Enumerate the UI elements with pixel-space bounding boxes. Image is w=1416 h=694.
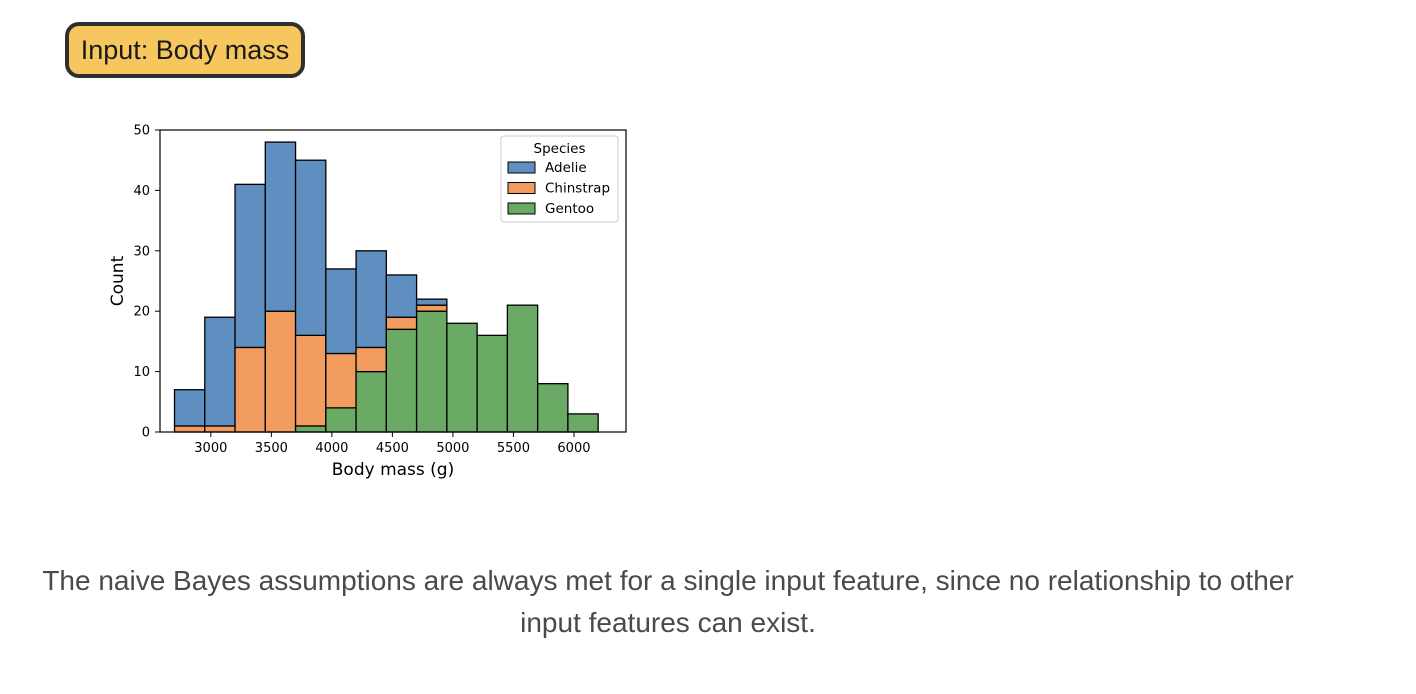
bar-gentoo-4450 xyxy=(385,328,418,433)
x-tick-label: 3500 xyxy=(255,441,288,456)
bar-adelie-4200 xyxy=(355,250,387,349)
bar-adelie-2950 xyxy=(204,316,236,427)
y-tick-label: 50 xyxy=(133,124,150,139)
caption-text: The naive Bayes assumptions are always m… xyxy=(42,565,1294,638)
bar-gentoo-5700 xyxy=(536,383,569,433)
bar-gentoo-4950 xyxy=(446,322,478,433)
bar-chinstrap-3700 xyxy=(294,334,327,427)
legend-swatch-gentoo xyxy=(507,202,536,215)
x-tick-label: 4000 xyxy=(315,441,348,456)
bar-adelie-3700 xyxy=(294,159,327,337)
input-badge-label: Input: Body mass xyxy=(80,34,290,65)
x-tick-label: 6000 xyxy=(557,441,590,456)
x-tick-label: 4500 xyxy=(376,441,409,456)
bar-chinstrap-3200 xyxy=(234,346,266,433)
y-axis-ticks: 0 10 20 30 40 50 xyxy=(133,124,160,441)
legend-swatch-chinstrap xyxy=(507,182,536,194)
bar-gentoo-5450 xyxy=(506,304,539,433)
y-tick-label: 20 xyxy=(133,305,150,320)
bar-chinstrap-3450 xyxy=(264,310,297,433)
y-axis-label: Count xyxy=(108,255,128,306)
x-tick-label: 5000 xyxy=(436,441,469,456)
y-tick-label: 30 xyxy=(133,244,150,259)
legend-label-chinstrap: Chinstrap xyxy=(545,181,610,197)
legend: Species Adelie Chinstrap Gentoo xyxy=(500,135,619,223)
legend-label-adelie: Adelie xyxy=(545,160,587,176)
bar-gentoo-4200 xyxy=(355,370,387,433)
y-tick-label: 10 xyxy=(133,365,150,380)
y-tick-label: 0 xyxy=(142,426,150,441)
bar-adelie-3450 xyxy=(264,141,297,312)
bar-adelie-4450 xyxy=(385,274,418,318)
bars-group xyxy=(173,141,599,433)
plot-frame xyxy=(159,129,627,433)
bar-adelie-2700 xyxy=(173,389,206,427)
x-tick-label: 3000 xyxy=(194,441,227,456)
legend-box xyxy=(500,135,619,223)
bar-adelie-4700 xyxy=(415,298,448,306)
bar-adelie-3200 xyxy=(234,183,266,349)
bar-gentoo-3700 xyxy=(294,425,327,433)
bar-chinstrap-4700 xyxy=(415,304,448,312)
y-tick-label: 40 xyxy=(133,184,150,199)
bar-gentoo-4700 xyxy=(415,310,448,433)
input-badge: Input: Body mass xyxy=(65,22,305,78)
x-tick-label: 5500 xyxy=(497,441,530,456)
bar-gentoo-5950 xyxy=(567,413,599,433)
bar-chinstrap-4200 xyxy=(355,346,387,373)
bar-gentoo-5200 xyxy=(476,334,509,433)
legend-label-gentoo: Gentoo xyxy=(545,201,594,217)
legend-swatch-adelie xyxy=(507,161,536,174)
x-axis-ticks: 3000 3500 4000 4500 5000 5500 6000 xyxy=(194,432,591,456)
x-axis-label: Body mass (g) xyxy=(332,460,454,480)
bar-adelie-3950 xyxy=(325,268,357,355)
bar-gentoo-3950 xyxy=(325,407,357,433)
legend-items: Adelie Chinstrap Gentoo xyxy=(507,160,610,217)
bar-chinstrap-4450 xyxy=(385,316,418,330)
bar-chinstrap-2950 xyxy=(204,425,236,433)
bar-chinstrap-2700 xyxy=(173,425,206,433)
legend-title: Species xyxy=(534,141,586,157)
bar-chinstrap-3950 xyxy=(325,352,357,409)
